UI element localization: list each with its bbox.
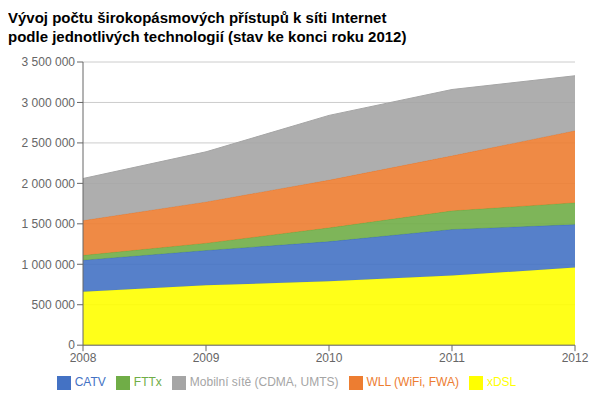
html-text:CATV: CATV — [74, 375, 106, 390]
html-text:FTTx: FTTx — [133, 375, 162, 390]
svg-text:2 500 000: 2 500 000 — [22, 136, 76, 150]
svg-text:2 000 000: 2 000 000 — [22, 177, 76, 191]
svg-text:2009: 2009 — [193, 351, 220, 365]
svg-text:1 000 000: 1 000 000 — [22, 258, 76, 272]
svg-text:3 500 000: 3 500 000 — [22, 55, 76, 69]
svg-text:500 000: 500 000 — [32, 298, 76, 312]
html-text:WLL (WiFi, FWA): WLL (WiFi, FWA) — [366, 375, 459, 390]
html-text:xDSL: xDSL — [487, 375, 517, 390]
svg-text:3 000 000: 3 000 000 — [22, 96, 76, 110]
html-text:Mobilní sítě (CDMA, UMTS): Mobilní sítě (CDMA, UMTS) — [189, 375, 339, 390]
svg-text:1 500 000: 1 500 000 — [22, 217, 76, 231]
html-text:Vývoj počtu širokopásmových př: Vývoj počtu širokopásmových přístupů k s… — [8, 9, 387, 26]
svg-text:2011: 2011 — [439, 351, 465, 365]
svg-text:2008: 2008 — [70, 351, 97, 365]
svg-text:2012: 2012 — [562, 351, 589, 365]
html-text:podle jednotlivých technologií: podle jednotlivých technologií (stav ke … — [8, 28, 407, 45]
svg-text:2010: 2010 — [316, 351, 343, 365]
svg-text:0: 0 — [68, 338, 75, 352]
